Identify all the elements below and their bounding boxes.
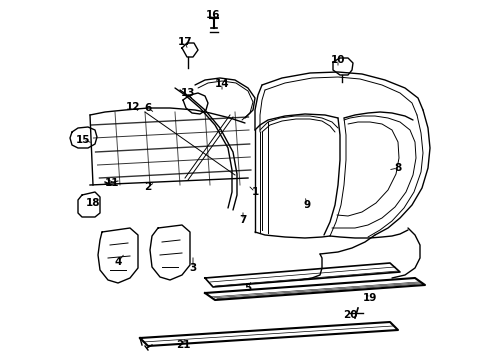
Text: 6: 6 — [145, 103, 151, 113]
Text: 16: 16 — [206, 10, 220, 20]
Text: 9: 9 — [303, 200, 311, 210]
Text: 11: 11 — [105, 178, 119, 188]
Text: 12: 12 — [126, 102, 140, 112]
Text: 21: 21 — [176, 340, 190, 350]
Text: 4: 4 — [114, 257, 122, 267]
Text: 15: 15 — [76, 135, 90, 145]
Text: 19: 19 — [363, 293, 377, 303]
Text: 2: 2 — [145, 182, 151, 192]
Text: 7: 7 — [239, 215, 246, 225]
Text: 18: 18 — [86, 198, 100, 208]
Text: 8: 8 — [394, 163, 402, 173]
Text: 10: 10 — [331, 55, 345, 65]
Text: 14: 14 — [215, 79, 229, 89]
Text: 20: 20 — [343, 310, 357, 320]
Text: 5: 5 — [245, 283, 252, 293]
Text: 1: 1 — [251, 187, 259, 197]
Text: 3: 3 — [189, 263, 196, 273]
Text: 13: 13 — [181, 88, 195, 98]
Text: 17: 17 — [178, 37, 192, 47]
